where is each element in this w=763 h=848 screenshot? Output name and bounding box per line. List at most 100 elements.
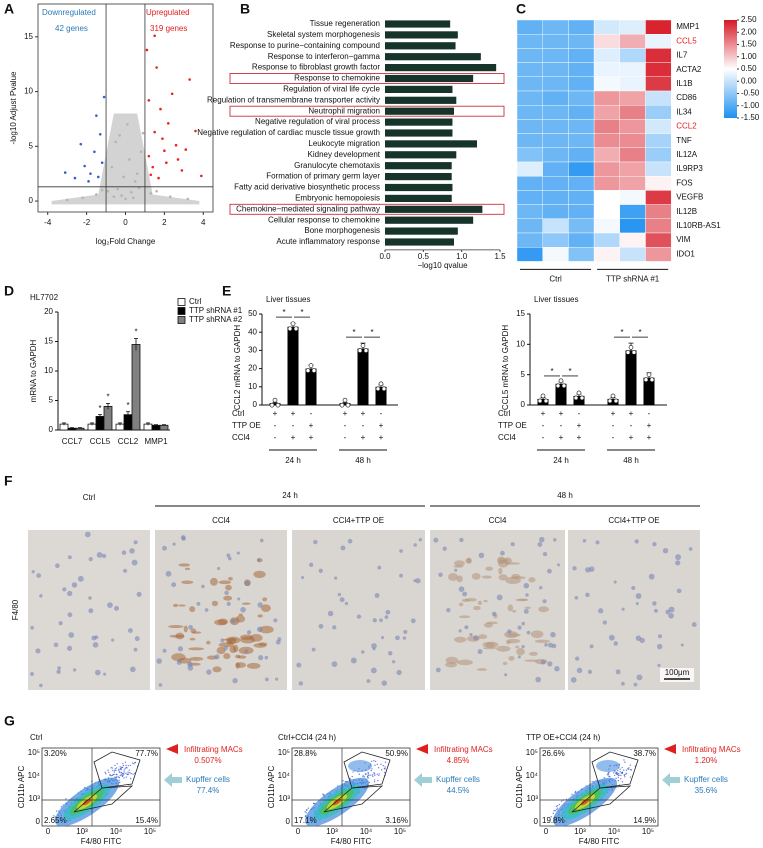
stain [257, 614, 263, 618]
nucleus [259, 538, 264, 543]
y-tick-label: 15 [44, 337, 53, 346]
heatmap-cell [516, 246, 543, 262]
event [591, 781, 593, 783]
y-tick-label: 0 [521, 400, 526, 409]
heatmap-cell [542, 104, 569, 120]
point [81, 196, 85, 200]
column-label: CCl4+TTP OE [608, 516, 659, 525]
event [603, 777, 606, 779]
stain [181, 580, 194, 584]
event [122, 762, 124, 765]
nucleus [275, 677, 279, 681]
bar [555, 383, 567, 405]
x-tick-label: CCL5 [90, 437, 111, 446]
point [100, 188, 104, 192]
category-label: Granulocyte chemotaxis [294, 161, 380, 170]
stain [456, 659, 473, 666]
nucleus [35, 648, 41, 654]
point [116, 187, 120, 191]
stain [223, 595, 233, 601]
heatmap-cell [593, 133, 620, 149]
stain [262, 597, 268, 602]
replicate-dot [558, 378, 564, 384]
stain [189, 606, 196, 613]
point [153, 34, 156, 38]
nucleus [180, 535, 186, 540]
point [168, 195, 172, 198]
column-label: CCl4 [212, 516, 230, 525]
heatmap-cell [593, 104, 620, 120]
x-tick-label: 0 [544, 827, 549, 836]
category-label: Response to purine−containing compound [230, 41, 380, 50]
event [609, 775, 611, 778]
event [122, 764, 125, 767]
y-tick-label: 10 [248, 382, 257, 391]
annotation: Upregulated [146, 8, 190, 17]
nucleus [554, 666, 560, 672]
point [128, 158, 131, 161]
event [342, 780, 344, 782]
event [553, 810, 555, 812]
event [617, 776, 619, 778]
point [170, 92, 174, 96]
event [384, 761, 387, 763]
heatmap-cell [542, 218, 569, 234]
event [134, 761, 137, 764]
bar [385, 53, 481, 61]
category-label: Negative regulation of cardiac muscle ti… [197, 128, 380, 137]
nucleus [374, 593, 380, 598]
heatmap-cell [516, 133, 543, 149]
nucleus [130, 666, 136, 673]
event [344, 780, 347, 783]
x-tick-label: 0 [46, 827, 51, 836]
nucleus [88, 557, 93, 562]
point [141, 131, 145, 135]
point [176, 158, 180, 161]
row-label: IL7 [676, 51, 688, 60]
highlight-box [229, 105, 505, 117]
stain [498, 557, 509, 563]
significance-star: * [550, 367, 553, 376]
gate [343, 751, 391, 789]
event [129, 771, 131, 774]
event [628, 767, 630, 769]
event [367, 777, 369, 779]
nucleus [301, 576, 305, 580]
point [112, 195, 116, 198]
stain [485, 641, 499, 648]
quadrant-value: 28.8% [294, 749, 317, 758]
x-tick-label: CCL7 [62, 437, 83, 446]
heatmap-cell [645, 76, 672, 92]
row-label: IL10RB-AS1 [676, 221, 721, 230]
event [115, 769, 117, 772]
point [100, 161, 104, 165]
condition-sign: - [310, 409, 313, 418]
nucleus [334, 576, 338, 580]
chart-title: HL7702 [30, 293, 59, 302]
event [121, 766, 124, 769]
nucleus [635, 593, 642, 600]
heatmap-cell [542, 161, 569, 177]
event [114, 764, 116, 767]
heatmap-cell [645, 48, 672, 63]
event [118, 771, 121, 773]
x-axis-label: F4/80 FITC [81, 837, 122, 846]
event [112, 774, 114, 776]
category-label: Response to fibroblast growth factor [252, 63, 380, 72]
event [565, 798, 568, 800]
nucleus [133, 540, 138, 545]
point [65, 198, 69, 202]
nucleus [88, 596, 92, 600]
micrograph [292, 530, 425, 690]
bar [103, 405, 113, 431]
bar [643, 377, 655, 405]
point [102, 95, 106, 99]
nucleus [633, 682, 638, 687]
heatmap-cell [568, 62, 595, 77]
event [123, 773, 125, 775]
x-tick-label: 10⁵ [144, 827, 156, 836]
event [370, 760, 373, 763]
condition-sign: - [612, 433, 615, 442]
stain [214, 619, 227, 626]
y-tick-label: 10³ [28, 794, 40, 803]
